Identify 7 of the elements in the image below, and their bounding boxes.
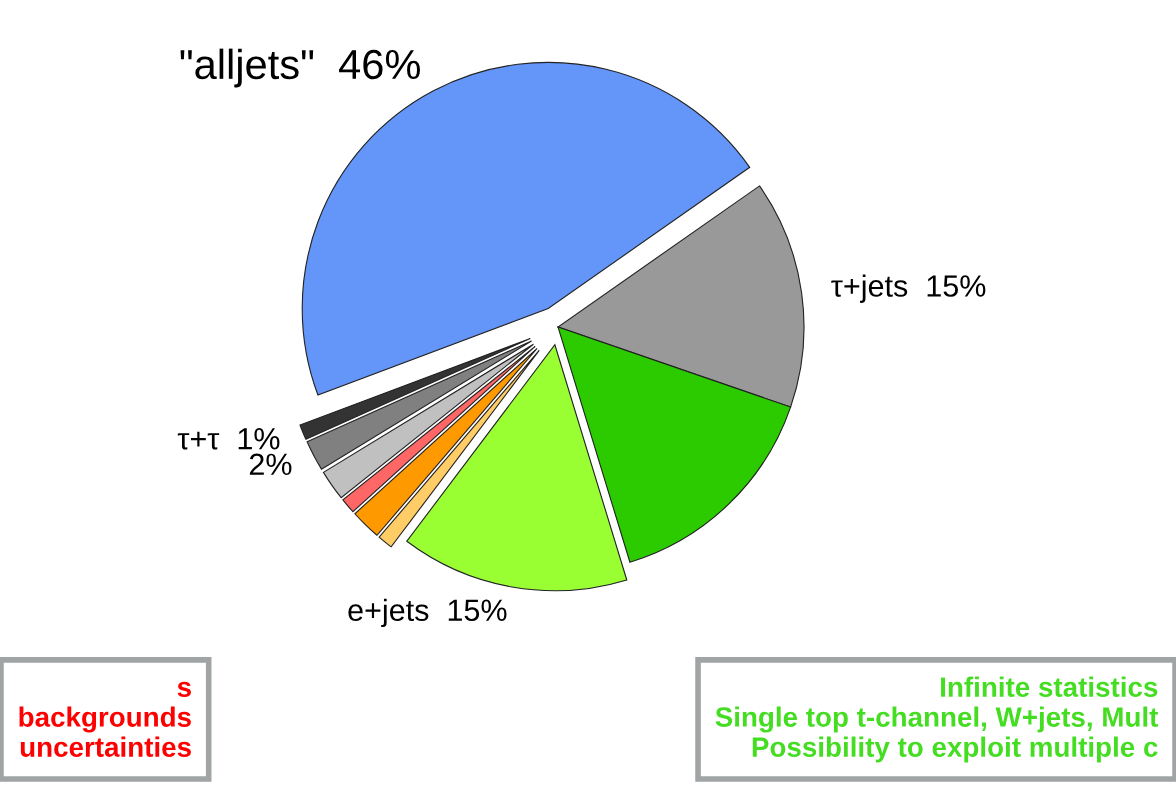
text: Infinite statistics Single top t-channel, W+jets, Mult Possibility to exploit multiple c <box>715 676 1159 763</box>
slice-label: "alljets" 46% <box>180 48 420 88</box>
slice-label: τ+jets 15% <box>831 274 986 303</box>
text: s backgrounds uncertainties <box>19 681 191 757</box>
slice-label: e+jets 15% <box>348 598 507 628</box>
data-label: 2% <box>249 453 292 476</box>
slice-label: τ+τ 1% <box>177 428 280 450</box>
